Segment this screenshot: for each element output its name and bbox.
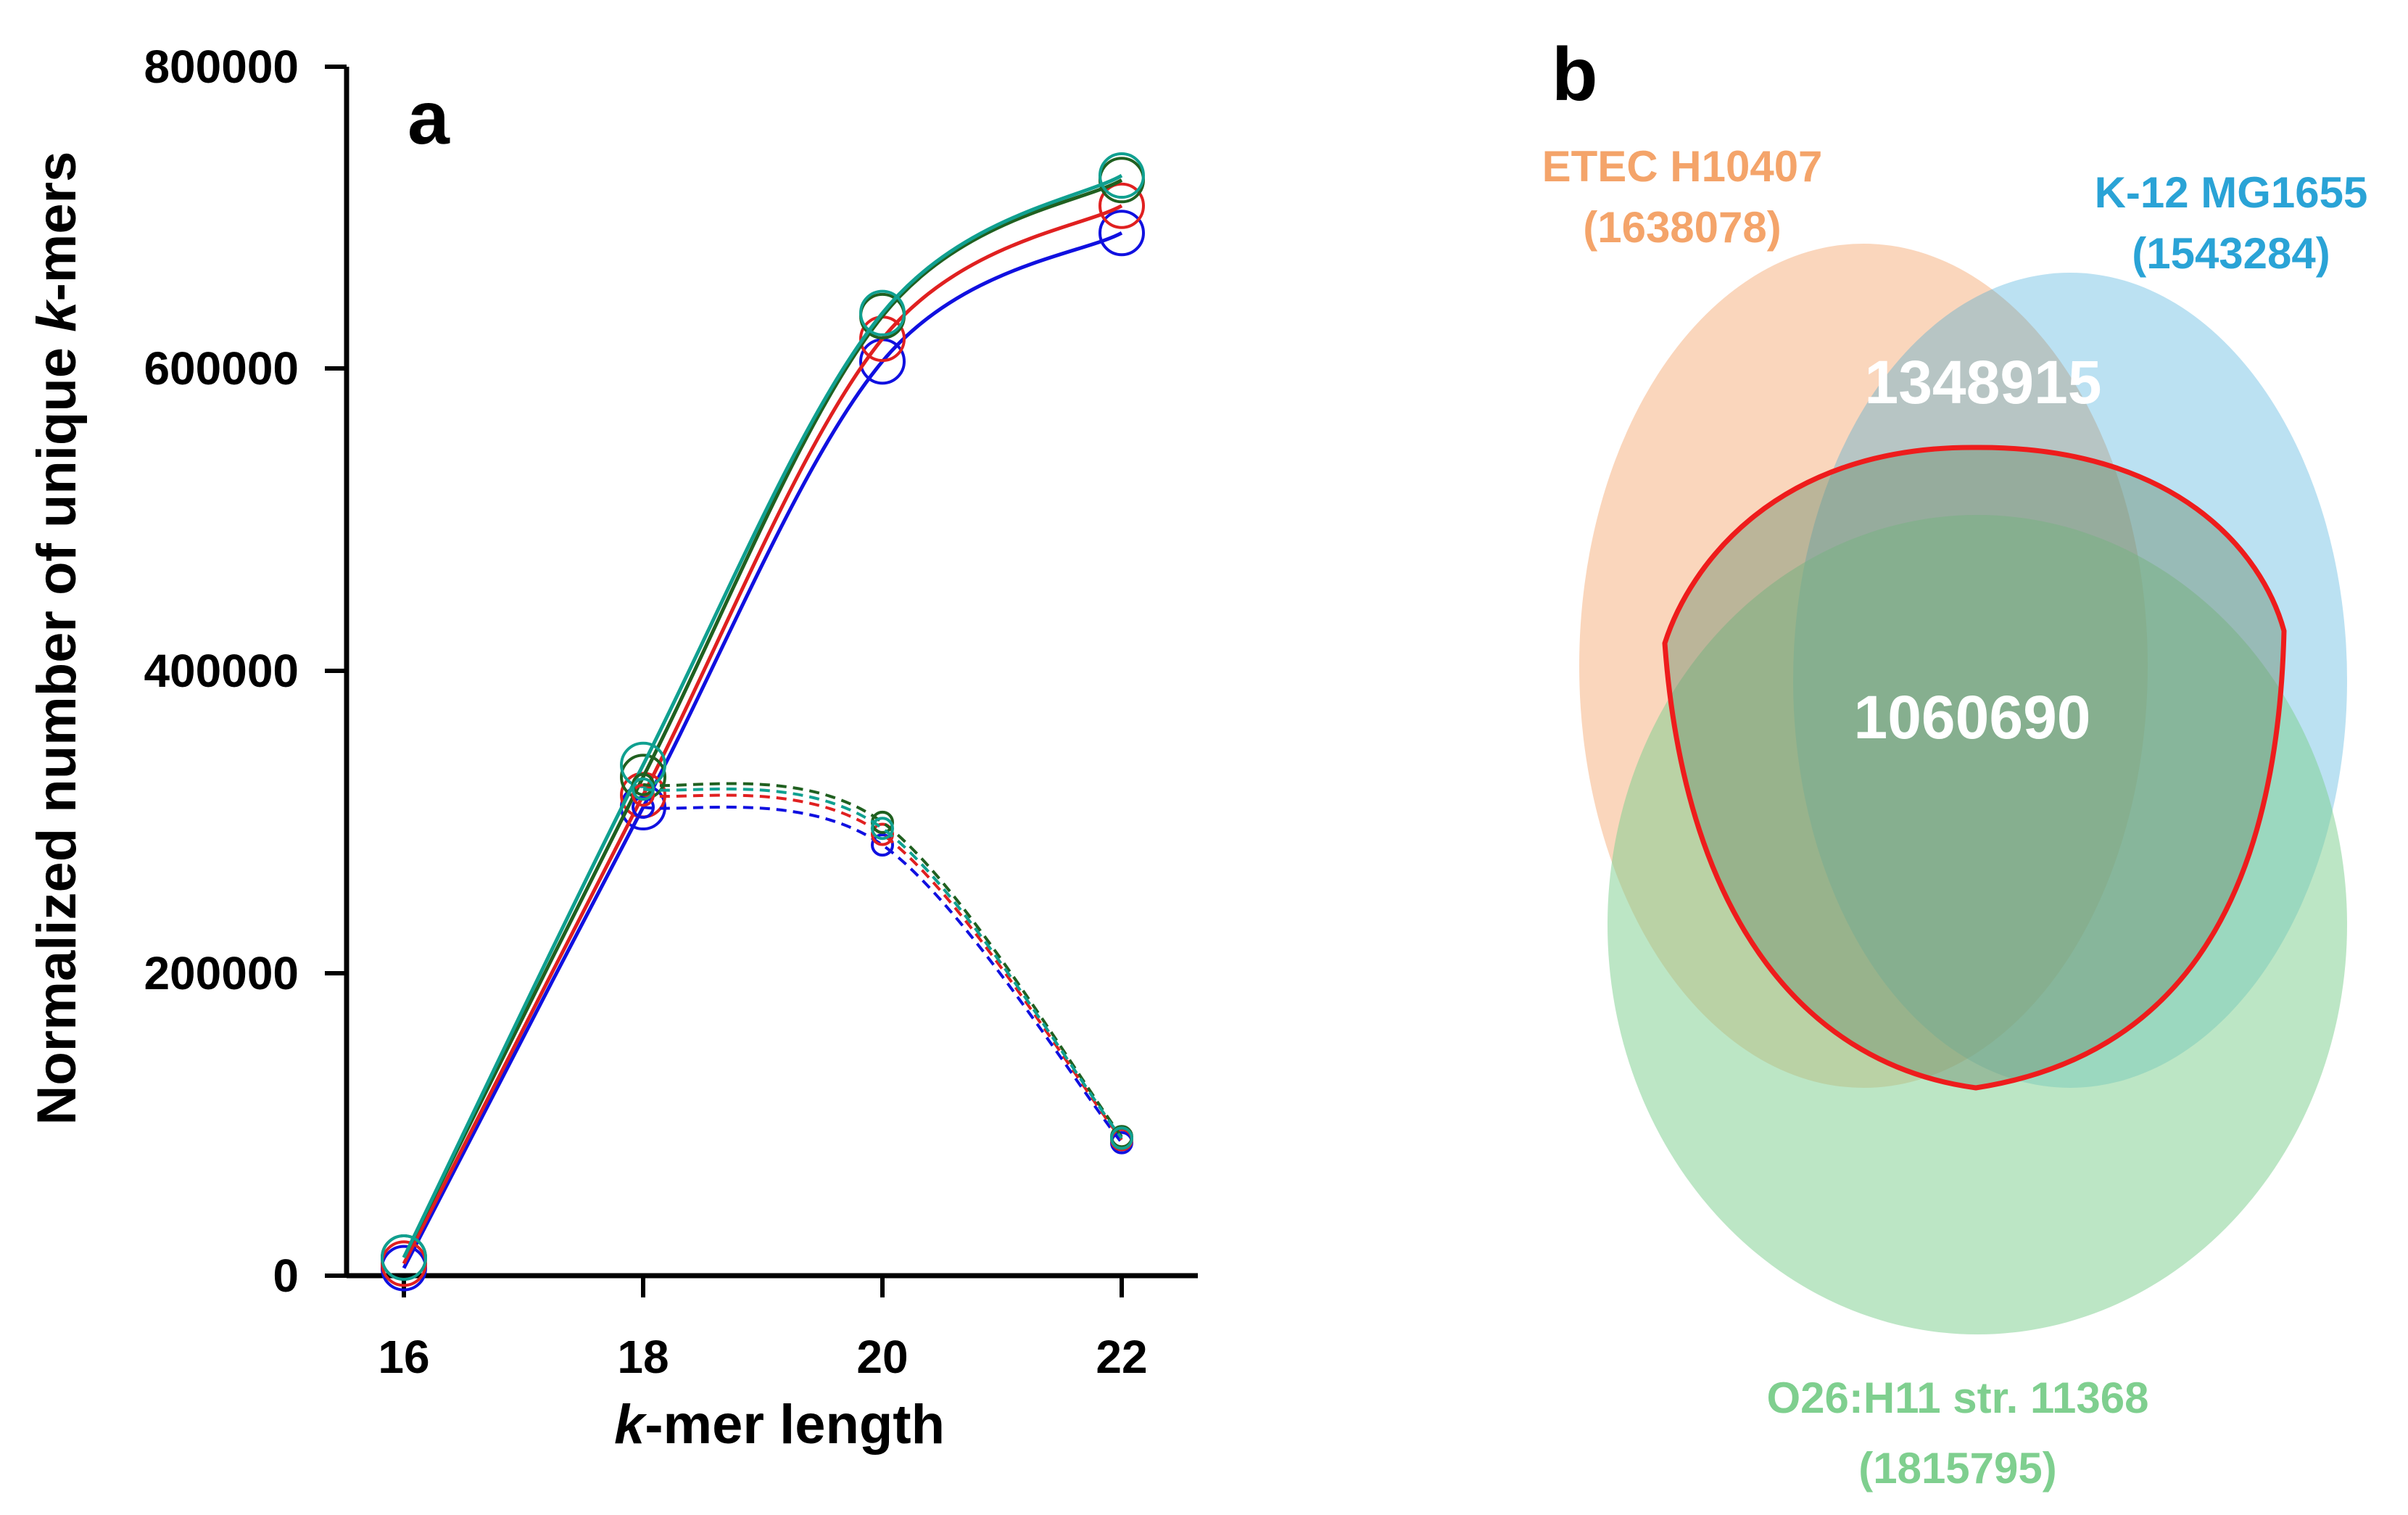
data-point-solid-blue xyxy=(1099,210,1145,257)
data-point-dashed-red xyxy=(871,822,894,846)
venn-set-o26 xyxy=(1608,515,2347,1334)
x-tick-label: 20 xyxy=(856,1331,908,1383)
venn-label-o26-name: O26:H11 str. 11368 xyxy=(1766,1374,2148,1422)
data-point-solid-teal xyxy=(859,289,906,337)
series-line-solid-green xyxy=(402,178,1123,1259)
line-chart-panel: a 0 200000 400000 600000 800000 16 18 20 xyxy=(26,41,1198,1456)
y-tick-label: 800000 xyxy=(144,41,299,93)
y-tick-label: 400000 xyxy=(144,645,299,697)
series-line-solid-red xyxy=(402,204,1123,1265)
data-point-solid-red xyxy=(1099,182,1145,229)
series-line-dashed-blue xyxy=(642,805,1123,1144)
data-point-dashed-teal xyxy=(632,777,655,801)
venn-panel: b 1348915 1060690 ETEC H10407 (1638078) … xyxy=(1542,33,2368,1493)
data-point-dashed-teal xyxy=(871,817,894,841)
x-axis-title: k-mer length xyxy=(614,1394,945,1456)
venn-label-k12-name: K-12 MG1655 xyxy=(2095,168,2368,217)
data-point-dashed-blue xyxy=(632,796,655,820)
series-line-dashed-teal xyxy=(642,787,1123,1139)
x-tick-label: 18 xyxy=(617,1331,669,1383)
y-tick-label: 0 xyxy=(273,1250,299,1302)
x-tick-label: 16 xyxy=(378,1331,429,1383)
venn-label-o26-count: (1815795) xyxy=(1858,1444,2057,1493)
triple-overlap-count: 1060690 xyxy=(1853,683,2090,751)
y-axis-title: Normalized number of unique k-mers xyxy=(26,152,88,1126)
triple-overlap-outline xyxy=(1662,445,2287,1091)
venn-label-etec-name: ETEC H10407 xyxy=(1542,142,1823,191)
panel-label-a: a xyxy=(407,76,450,160)
x-axis-ticks: 16 18 20 22 xyxy=(378,1276,1148,1383)
series-layer xyxy=(381,152,1145,1292)
series-line-solid-teal xyxy=(402,173,1123,1259)
venn-label-k12-count: (1543284) xyxy=(2132,229,2330,278)
y-axis-ticks: 0 200000 400000 600000 800000 xyxy=(144,41,347,1302)
x-tick-label: 22 xyxy=(1096,1331,1147,1383)
venn-label-etec-count: (1638078) xyxy=(1583,203,1782,252)
data-point-solid-teal xyxy=(381,1234,427,1281)
panel-label-b: b xyxy=(1552,33,1598,117)
y-tick-label: 200000 xyxy=(144,947,299,999)
pairwise-overlap-count: 1348915 xyxy=(1864,348,2101,416)
data-point-dashed-teal xyxy=(1110,1126,1133,1150)
series-line-dashed-green xyxy=(642,782,1123,1138)
y-tick-label: 600000 xyxy=(144,342,299,395)
venn-circles xyxy=(1579,244,2347,1334)
data-point-solid-teal xyxy=(620,741,666,788)
data-point-solid-teal xyxy=(1099,152,1145,199)
data-point-dashed-blue xyxy=(871,833,894,857)
series-line-solid-blue xyxy=(402,231,1123,1269)
series-line-dashed-red xyxy=(642,793,1123,1141)
